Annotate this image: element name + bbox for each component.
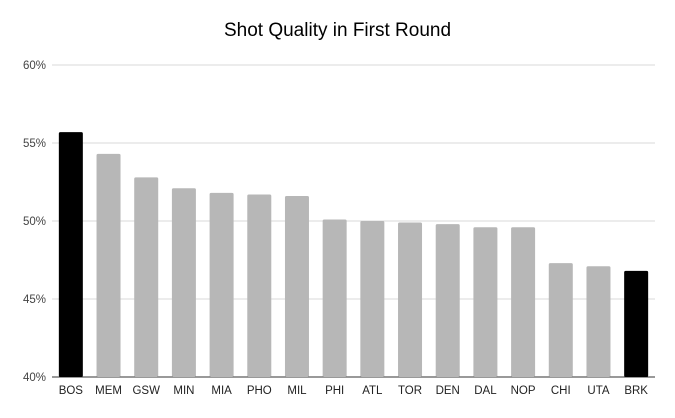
bar-gsw (134, 177, 159, 377)
x-tick-label: CHI (551, 385, 571, 397)
bar-min (171, 188, 196, 377)
bar-phi (322, 219, 347, 377)
bar-brk (624, 270, 649, 377)
x-tick-label: DAL (474, 385, 497, 397)
bar-dal (473, 227, 498, 377)
x-tick-label: TOR (398, 385, 422, 397)
bar-mia (209, 192, 234, 377)
x-tick-label: MEM (95, 385, 122, 397)
bar-den (435, 224, 460, 377)
x-tick-label: BOS (59, 385, 84, 397)
chart-title: Shot Quality in First Round (223, 20, 452, 41)
bar-nop (511, 227, 536, 377)
bar-mil (284, 196, 309, 377)
bar-chi (548, 263, 573, 377)
y-tick-label: 50% (23, 216, 46, 228)
bar-mem (96, 153, 121, 377)
x-tick-label: PHI (325, 385, 344, 397)
x-tick-label: ATL (362, 385, 383, 397)
y-tick-label: 60% (23, 60, 46, 72)
y-tick-label: 55% (23, 138, 46, 150)
x-tick-label: UTA (587, 385, 609, 397)
x-tick-label: BRK (624, 385, 648, 397)
bar-uta (586, 266, 611, 377)
x-tick-label: MIA (211, 385, 232, 397)
x-tick-label: MIN (173, 385, 194, 397)
x-tick-label: GSW (132, 385, 160, 397)
bar-pho (247, 194, 272, 377)
x-tick-label: DEN (436, 385, 460, 397)
bar-bos (58, 132, 83, 377)
bar-tor (398, 222, 423, 377)
bar-atl (360, 221, 385, 377)
y-tick-label: 45% (23, 294, 46, 306)
x-tick-label: MIL (287, 385, 307, 397)
x-tick-label: NOP (511, 385, 536, 397)
x-tick-label: PHO (247, 385, 272, 397)
y-tick-label: 40% (23, 372, 46, 384)
